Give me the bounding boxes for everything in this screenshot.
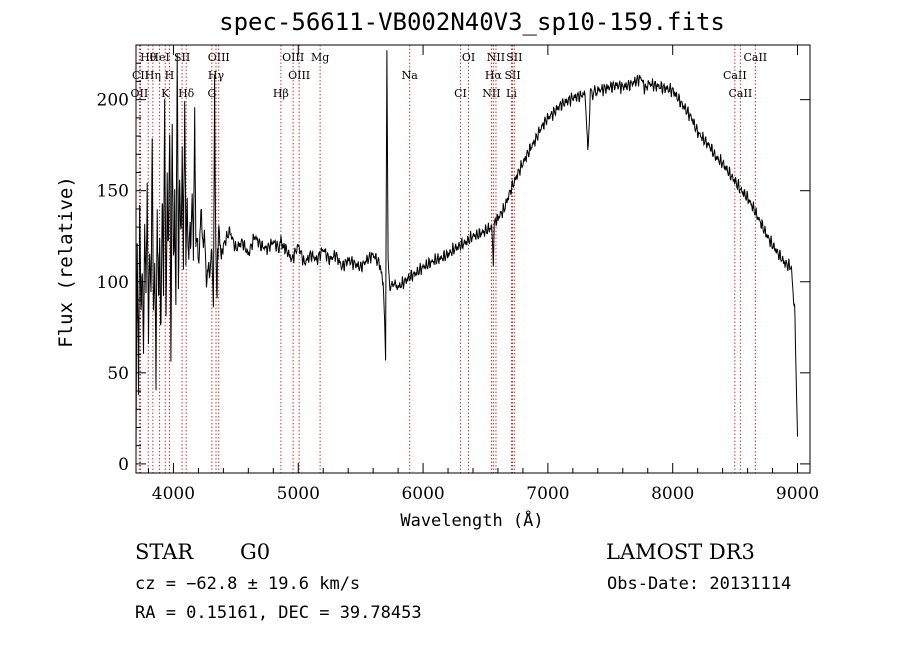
line-label: H (165, 69, 175, 82)
line-label: OII (131, 87, 149, 100)
line-label: CI (454, 87, 467, 100)
x-tick-label: 9000 (776, 484, 819, 504)
line-label: CaII (743, 51, 767, 64)
line-label: HeI (149, 51, 169, 64)
chart-title: spec-56611-VB002N40V3_sp10-159.fits (219, 8, 725, 36)
line-label: Hθ (140, 51, 157, 64)
line-label: NII (482, 87, 500, 100)
x-tick-label: 8000 (651, 484, 694, 504)
line-label: OIII (208, 51, 230, 64)
object-class: STAR (135, 540, 194, 564)
line-label: OIII (288, 69, 310, 82)
line-label: OI (462, 51, 475, 64)
survey-name: LAMOST DR3 (606, 540, 755, 564)
spectral-line-markers: HθCIIOIIHeIHηKSIIHHδOIIIHγGOIIIOIIIHβMgN… (131, 45, 767, 473)
spectral-subclass: G0 (240, 540, 271, 564)
y-axis-label: Flux (relative) (55, 176, 77, 348)
line-label: G (207, 87, 216, 100)
line-label: Hδ (178, 87, 195, 100)
x-tick-label: 6000 (401, 484, 444, 504)
line-label: Hα (485, 69, 503, 82)
y-tick-label: 100 (97, 273, 129, 293)
line-label: SII (174, 51, 190, 64)
coordinates: RA = 0.15161, DEC = 39.78453 (135, 603, 422, 623)
y-tick-label: 200 (97, 91, 129, 111)
redshift-info: cz = −62.8 ± 19.6 km/s (135, 574, 361, 594)
x-tick-label: 7000 (526, 484, 569, 504)
line-label: NII (487, 51, 505, 64)
line-label: Li (506, 87, 517, 100)
line-label: Hβ (273, 87, 289, 100)
axis-ticks: 4000 5000 6000 7000 8000 9000 0 50 100 150 200 (97, 45, 819, 504)
y-tick-label: 150 (97, 182, 129, 202)
line-label: Hγ (208, 69, 225, 82)
y-tick-label: 50 (107, 364, 129, 384)
line-label: K (161, 87, 170, 100)
line-label: SII (506, 51, 522, 64)
x-tick-label: 4000 (152, 484, 195, 504)
flux-series-line (135, 50, 798, 457)
line-label: Mg (311, 51, 329, 64)
x-axis-label: Wavelength (Å) (400, 511, 544, 531)
plot-area (135, 50, 798, 457)
observation-date: Obs-Date: 20131114 (607, 574, 792, 594)
plot-frame (135, 44, 811, 474)
line-label: Na (402, 69, 419, 82)
x-tick-label: 5000 (277, 484, 320, 504)
line-label: SII (504, 69, 520, 82)
line-label: Hη (145, 69, 161, 82)
line-label: CaII (723, 69, 747, 82)
line-label: OIII (282, 51, 304, 64)
line-label: CaII (729, 87, 753, 100)
y-tick-label: 0 (118, 455, 129, 475)
